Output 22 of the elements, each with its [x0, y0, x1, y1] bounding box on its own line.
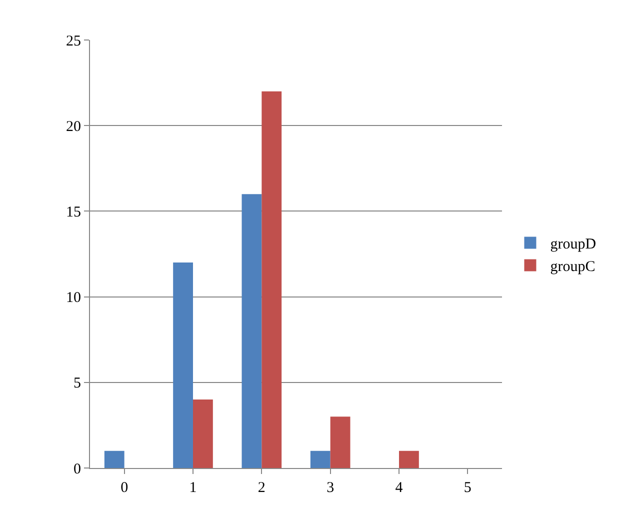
y-tick-label: 20 [66, 118, 81, 135]
x-tick-label: 5 [464, 480, 472, 496]
y-tick-label: 0 [74, 461, 81, 478]
y-tick-label: 25 [66, 33, 81, 50]
legend-label: groupD [550, 236, 596, 253]
y-tick-label: 15 [66, 204, 81, 220]
legend-label: groupC [550, 259, 596, 276]
y-tick-label: 10 [66, 290, 81, 306]
bar [104, 450, 124, 468]
x-tick-label: 2 [258, 480, 266, 496]
y-tick-label: 5 [74, 376, 81, 392]
bar [262, 91, 282, 468]
x-tick-label: 0 [120, 480, 128, 496]
bar [242, 194, 262, 468]
x-tick-label: 3 [326, 480, 334, 496]
x-tick-label: 1 [189, 480, 197, 496]
bar [173, 262, 193, 468]
bar [310, 450, 330, 468]
bar [399, 450, 419, 468]
bar [330, 416, 350, 468]
x-tick-label: 4 [395, 480, 404, 496]
bar [193, 400, 213, 468]
